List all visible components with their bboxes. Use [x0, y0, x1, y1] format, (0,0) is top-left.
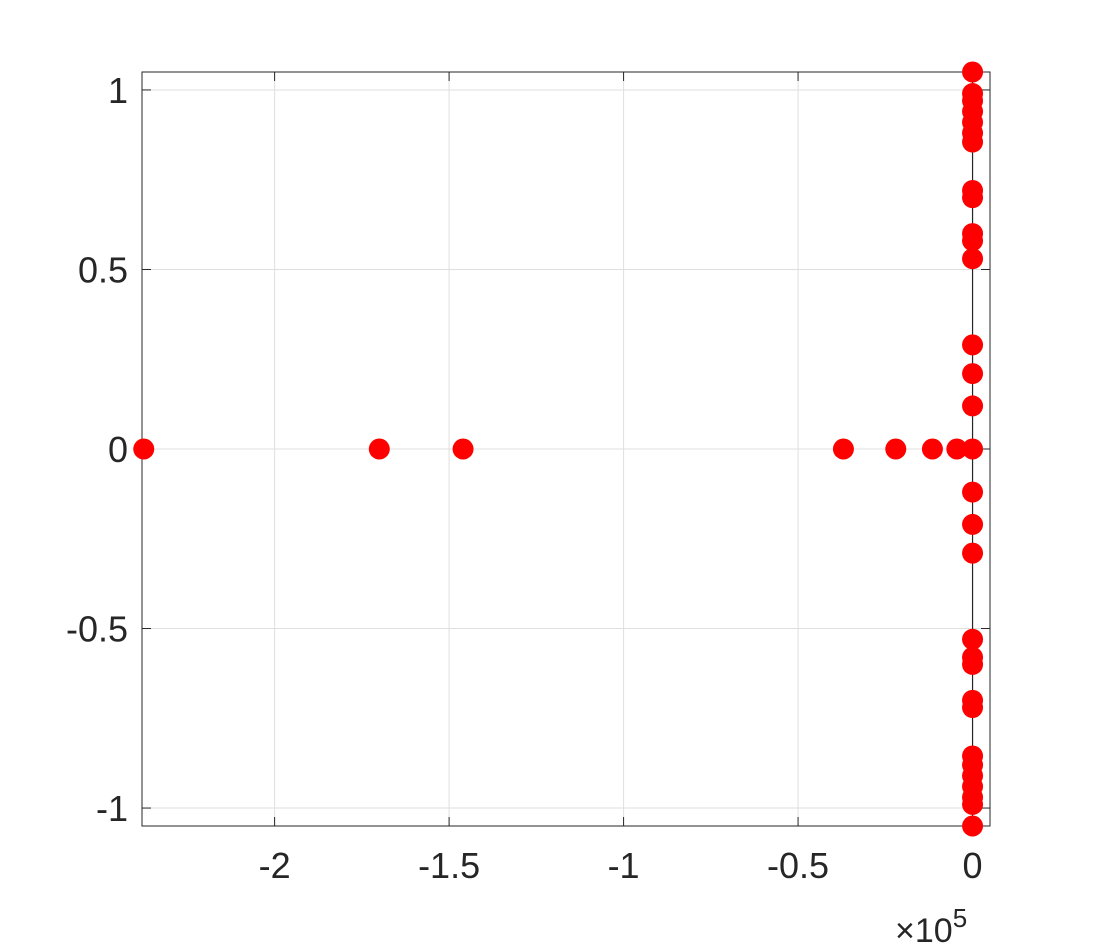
data-point [885, 438, 907, 460]
data-point [962, 438, 984, 460]
data-point [962, 697, 984, 719]
data-point [962, 481, 984, 503]
data-point [368, 438, 390, 460]
data-point [133, 438, 155, 460]
data-point [962, 230, 984, 252]
data-point [962, 653, 984, 675]
data-point [962, 363, 984, 385]
data-point [921, 438, 943, 460]
x-tick-label: 0 [963, 845, 983, 886]
x-tick-label: -1.5 [418, 845, 480, 886]
grid [142, 72, 990, 826]
data-point [962, 815, 984, 837]
data-point [962, 187, 984, 209]
y-tick-label: -0.5 [66, 609, 128, 650]
data-point [962, 131, 984, 153]
data-point [962, 395, 984, 417]
y-tick-label: -1 [96, 788, 128, 829]
x-tick-label: -2 [259, 845, 291, 886]
data-points [133, 61, 984, 837]
data-point [832, 438, 854, 460]
x-tick-label: -0.5 [767, 845, 829, 886]
data-point [962, 248, 984, 270]
data-point [962, 61, 984, 83]
data-point [962, 542, 984, 564]
data-point [962, 628, 984, 650]
x-axis-scale-base: ×10 [895, 912, 953, 950]
y-axis: -1 -0.5 0 0.5 1 [66, 70, 990, 829]
y-tick-label: 0 [108, 429, 128, 470]
x-axis: -2 -1.5 -1 -0.5 0 [259, 72, 983, 886]
data-point [946, 438, 968, 460]
y-tick-label: 0.5 [78, 249, 128, 290]
data-point [962, 334, 984, 356]
x-axis-scale-label: ×105 [895, 903, 967, 950]
x-tick-label: -1 [608, 845, 640, 886]
data-point [962, 793, 984, 815]
y-tick-label: 1 [108, 70, 128, 111]
x-axis-scale-exponent: 5 [953, 903, 967, 933]
data-point [962, 513, 984, 535]
data-point [452, 438, 474, 460]
